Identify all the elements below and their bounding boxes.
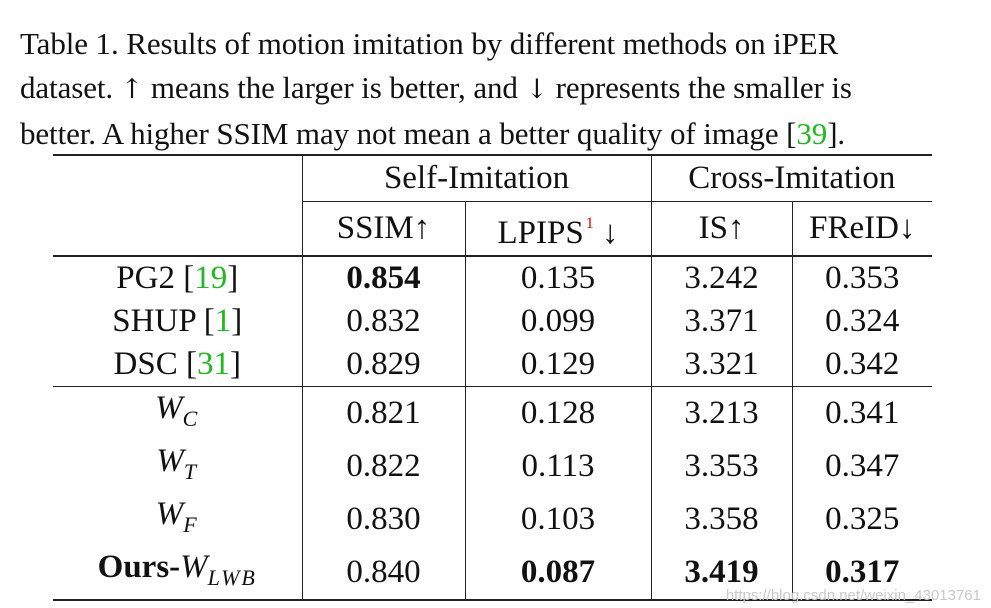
table-row: SHUP [1] 0.832 0.099 3.371 0.324 <box>53 300 932 343</box>
self-imitation-header: Self-Imitation <box>302 154 652 202</box>
method-cell: Ours-WLWB <box>53 546 303 601</box>
method-cell: DSC [31] <box>53 343 303 387</box>
caption-text: dataset. <box>20 70 121 105</box>
footnote-marker[interactable]: 1 <box>585 215 594 232</box>
table-caption: Table 1. Results of motion imitation by … <box>20 22 975 156</box>
method-name: SHUP [ <box>112 303 215 339</box>
empty-header-cell <box>53 201 303 256</box>
method-symbol: W <box>155 496 184 532</box>
method-cell: WT <box>53 440 303 493</box>
ssim-cell: 0.832 <box>302 300 466 343</box>
table-row: WT 0.822 0.113 3.353 0.347 <box>53 440 932 493</box>
method-subscript: C <box>182 406 200 431</box>
lpips-cell: 0.099 <box>465 300 652 343</box>
ssim-cell: 0.822 <box>302 440 466 493</box>
table-row: PG2 [19] 0.854 0.135 3.242 0.353 <box>53 255 933 300</box>
caption-text: represents the smaller is <box>547 70 852 105</box>
group-header-row: Self-Imitation Cross-Imitation <box>53 154 933 202</box>
method-subscript: F <box>183 512 199 537</box>
method-symbol: W <box>155 390 183 426</box>
method-name: DSC [ <box>113 346 197 382</box>
method-subscript: T <box>183 459 199 484</box>
is-cell: 3.358 <box>651 493 793 546</box>
method-cell: PG2 [19] <box>53 255 303 300</box>
lpips-cell: 0.129 <box>465 343 652 387</box>
ssim-cell: 0.840 <box>302 546 466 601</box>
caption-line-3: better. A higher SSIM may not mean a bet… <box>20 112 975 156</box>
table-row: DSC [31] 0.829 0.129 3.321 0.342 <box>53 343 932 387</box>
down-arrow-icon: ↓ <box>593 215 619 251</box>
results-table: Self-Imitation Cross-Imitation SSIM↑ LPI… <box>53 154 933 601</box>
caption-text: ]. <box>827 116 846 151</box>
is-cell: 3.419 <box>651 546 793 601</box>
is-cell: 3.371 <box>651 300 793 343</box>
freid-cell: 0.341 <box>792 386 933 440</box>
freid-cell: 0.325 <box>825 501 900 537</box>
lpips-cell: 0.113 <box>465 440 652 493</box>
method-name: PG2 [ <box>116 260 195 296</box>
metric-header-row: SSIM↑ LPIPS 1 ↓ IS↑ FReID↓ <box>53 201 932 256</box>
method-cell: WF <box>53 493 303 546</box>
citation-link[interactable]: 31 <box>196 346 230 382</box>
citation-link[interactable]: 39 <box>796 116 828 151</box>
freid-cell: 0.342 <box>825 346 900 382</box>
ssim-header: SSIM↑ <box>302 201 466 256</box>
lpips-header: LPIPS 1 ↓ <box>465 201 652 256</box>
freid-header: FReID↓ <box>809 210 916 246</box>
lpips-cell: 0.135 <box>465 255 652 300</box>
is-cell: 3.242 <box>651 255 793 300</box>
table-row: WC 0.821 0.128 3.213 0.341 <box>53 386 933 440</box>
freid-cell: 0.317 <box>792 546 933 601</box>
freid-cell: 0.324 <box>825 303 900 339</box>
up-arrow-icon: ↑ <box>120 74 144 105</box>
lpips-cell: 0.128 <box>465 386 652 440</box>
method-cell: WC <box>53 386 303 440</box>
caption-text: means the larger is better, and <box>143 70 526 105</box>
watermark: https://blog.csdn.net/weixin_43013761 <box>725 587 981 604</box>
lpips-label: LPIPS <box>497 215 584 251</box>
lpips-cell: 0.087 <box>465 546 652 601</box>
ssim-cell: 0.854 <box>302 255 466 300</box>
freid-cell: 0.347 <box>825 448 900 484</box>
is-cell: 3.213 <box>651 386 793 440</box>
empty-header-cell <box>53 154 303 202</box>
lpips-cell: 0.103 <box>465 493 652 546</box>
freid-cell: 0.353 <box>792 255 933 300</box>
ssim-cell: 0.829 <box>302 343 466 387</box>
citation-link[interactable]: 1 <box>214 303 232 339</box>
is-cell: 3.353 <box>651 440 793 493</box>
ssim-cell: 0.821 <box>302 386 466 440</box>
table-row-ours: Ours-WLWB 0.840 0.087 3.419 0.317 <box>53 546 933 601</box>
is-cell: 3.321 <box>651 343 793 387</box>
method-name: Ours- <box>97 549 181 585</box>
method-subscript: LWB <box>207 565 257 590</box>
is-header: IS↑ <box>651 201 793 256</box>
caption-text: better. A higher SSIM may not mean a bet… <box>20 116 797 151</box>
ssim-cell: 0.830 <box>302 493 466 546</box>
table-row: WF 0.830 0.103 3.358 0.325 <box>53 493 932 546</box>
caption-line-2: dataset. ↑ means the larger is better, a… <box>20 66 975 112</box>
bracket: ] <box>227 260 239 296</box>
down-arrow-icon: ↓ <box>525 74 548 105</box>
method-symbol: W <box>180 549 208 585</box>
bracket: ] <box>229 346 241 382</box>
method-symbol: W <box>156 443 184 479</box>
cross-imitation-header: Cross-Imitation <box>651 154 933 202</box>
bracket: ] <box>231 303 243 339</box>
caption-line-1: Table 1. Results of motion imitation by … <box>20 26 839 61</box>
method-cell: SHUP [1] <box>53 300 303 343</box>
citation-link[interactable]: 19 <box>194 260 228 296</box>
